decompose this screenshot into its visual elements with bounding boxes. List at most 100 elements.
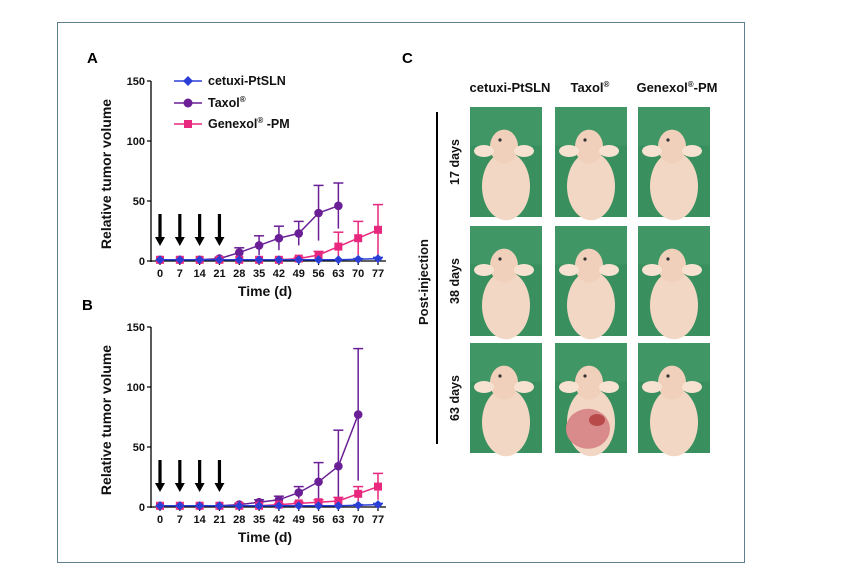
- data-point: [353, 500, 363, 510]
- x-tick-label: 35: [253, 268, 265, 280]
- data-point: [374, 225, 382, 234]
- data-point: [374, 482, 382, 491]
- data-point: [314, 501, 324, 511]
- tumor-core: [589, 414, 605, 426]
- data-point: [373, 500, 383, 510]
- y-tick-label: 100: [127, 382, 145, 394]
- x-tick-label: 63: [332, 514, 344, 526]
- legend: cetuxi-PtSLN Taxol® Genexol® -PM: [174, 74, 290, 131]
- injection-arrow-head: [194, 237, 205, 246]
- x-tick-label: 56: [312, 514, 324, 526]
- mouse-photo: [555, 343, 627, 457]
- mouse-body: [482, 271, 530, 340]
- legend-marker-cetuxi: [183, 76, 193, 86]
- injection-arrow-head: [174, 237, 185, 246]
- data-point: [333, 255, 343, 265]
- y-tick-label: 0: [139, 502, 145, 514]
- y-axis-label: Relative tumor volume: [98, 99, 114, 249]
- x-tick-label: 28: [233, 268, 245, 280]
- mouse-eye: [666, 374, 670, 378]
- injection-arrow-head: [155, 237, 165, 246]
- mouse-photo: [470, 343, 542, 457]
- mouse-photo: [555, 107, 627, 221]
- data-point: [314, 255, 324, 265]
- x-tick-label: 35: [253, 514, 265, 526]
- x-tick-label: 7: [177, 268, 183, 280]
- mouse-head: [575, 129, 603, 164]
- x-tick-label: 70: [352, 514, 364, 526]
- data-point: [254, 255, 264, 265]
- photo-row-label: 63 days: [448, 375, 462, 421]
- legend-genexol-name: Genexol: [208, 117, 257, 131]
- mouse-eye: [583, 374, 587, 378]
- legend-genexol-suffix: -PM: [263, 117, 289, 131]
- data-point: [234, 248, 244, 257]
- figure-frame: [57, 22, 745, 563]
- mouse-body: [482, 152, 530, 221]
- x-tick-label: 0: [157, 268, 163, 280]
- post-injection-label: Post-injection: [416, 239, 431, 325]
- mouse-eye: [498, 257, 502, 261]
- data-point: [333, 501, 343, 511]
- legend-marker-genexol: [184, 120, 192, 128]
- mouse-eye: [498, 374, 502, 378]
- data-point: [373, 254, 383, 264]
- x-tick-label: 42: [273, 514, 285, 526]
- mouse-ear: [599, 381, 619, 393]
- data-point: [294, 488, 304, 497]
- data-point: [214, 255, 224, 265]
- chart-a: 0 50 100 150 0 7 14 21 28 35 42 49 56 63 70 77 Time (d) R…: [98, 76, 386, 299]
- x-tick-label: 42: [273, 268, 285, 280]
- x-axis-label: Time (d): [238, 283, 292, 299]
- data-point: [353, 410, 363, 419]
- series-line: [160, 414, 359, 507]
- mouse-ear: [474, 145, 494, 157]
- data-point: [334, 497, 343, 505]
- mouse-head: [658, 248, 686, 283]
- mouse-ear: [682, 381, 702, 393]
- chart-b: 0 50 100 150 0 7 14 21 28 35 42 49 56 63 70 77 Time (d) R…: [98, 322, 386, 545]
- mouse-photo: [638, 226, 710, 340]
- mouse-head: [490, 365, 518, 400]
- x-tick-label: 7: [177, 514, 183, 526]
- legend-label-taxol: Taxol®: [208, 95, 246, 110]
- y-axis-label: Relative tumor volume: [98, 345, 114, 495]
- x-axis-label: Time (d): [238, 529, 292, 545]
- mouse-photo: [638, 107, 710, 221]
- series-line: [160, 485, 379, 507]
- mouse-ear: [642, 381, 662, 393]
- x-tick-label: 77: [372, 514, 384, 526]
- data-point: [334, 201, 343, 211]
- mouse-ear: [559, 264, 579, 276]
- mouse-ear: [474, 381, 494, 393]
- photo-grid: cetuxi-PtSLN Taxol® Genexol®-PMPost-inject…: [416, 80, 718, 457]
- x-tick-label: 0: [157, 514, 163, 526]
- legend-label-genexol: Genexol® -PM: [208, 116, 290, 131]
- data-point: [334, 242, 343, 251]
- data-point: [274, 501, 284, 511]
- data-point: [314, 208, 323, 218]
- legend-genexol-sup: ®: [257, 116, 263, 125]
- mouse-head: [658, 365, 686, 400]
- series-line: [160, 229, 379, 261]
- data-point: [354, 234, 363, 243]
- data-point: [294, 229, 304, 238]
- data-point: [234, 501, 244, 511]
- mouse-head: [490, 129, 518, 164]
- data-point: [155, 501, 165, 511]
- legend-item-cetuxi: cetuxi-PtSLN: [174, 74, 286, 88]
- data-point: [214, 501, 224, 511]
- mouse-ear: [559, 145, 579, 157]
- data-point: [195, 255, 205, 265]
- column-sup: ®: [604, 80, 610, 89]
- y-tick-label: 50: [133, 196, 145, 208]
- photo-row-label: 38 days: [448, 258, 462, 304]
- injection-arrow-head: [174, 483, 185, 492]
- injection-arrow-head: [155, 483, 165, 492]
- mouse-photo: [555, 226, 627, 340]
- x-tick-label: 28: [233, 514, 245, 526]
- data-point: [314, 477, 323, 487]
- x-tick-label: 14: [194, 268, 207, 280]
- mouse-head: [490, 248, 518, 283]
